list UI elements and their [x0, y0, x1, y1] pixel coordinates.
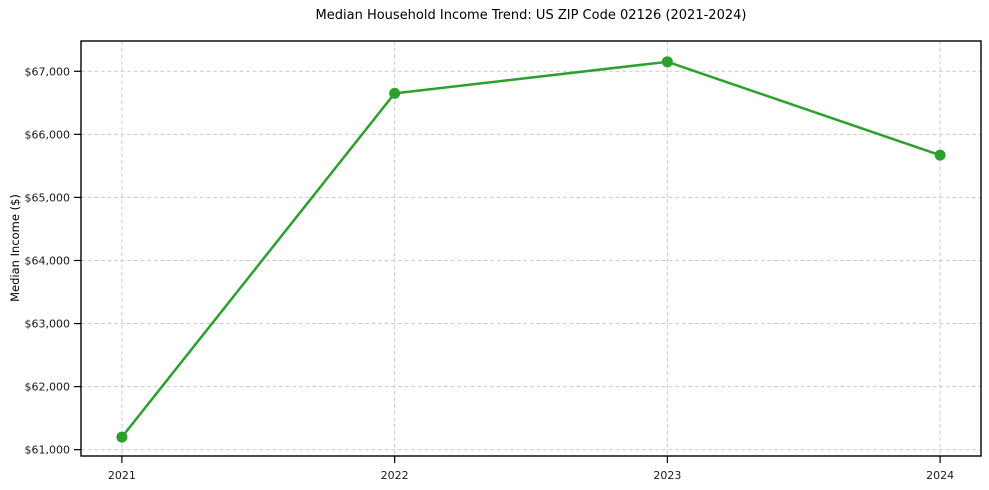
plot-border — [80, 40, 982, 457]
data-point-marker — [389, 87, 401, 99]
x-tick-label: 2022 — [381, 469, 409, 482]
income-trend-line — [120, 60, 942, 439]
y-tick-label: $62,000 — [25, 381, 71, 394]
data-point-marker — [661, 56, 673, 68]
y-tick-label: $63,000 — [25, 318, 71, 331]
x-tick-label: 2021 — [108, 469, 136, 482]
data-point-marker — [116, 431, 128, 443]
y-tick-label: $65,000 — [25, 191, 71, 204]
y-tick-label: $64,000 — [25, 254, 71, 267]
y-tick-label: $66,000 — [25, 128, 71, 141]
x-tick-label: 2024 — [926, 469, 954, 482]
y-tick-label: $67,000 — [25, 65, 71, 78]
y-tick-label: $61,000 — [25, 444, 71, 457]
x-tick-label: 2023 — [653, 469, 681, 482]
chart-title: Median Household Income Trend: US ZIP Co… — [315, 8, 747, 23]
data-point-marker — [934, 149, 946, 161]
